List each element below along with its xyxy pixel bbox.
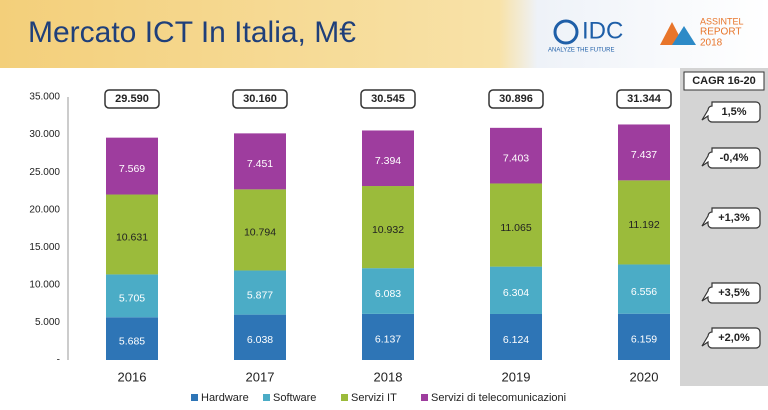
data-label: 5.705 <box>119 293 145 305</box>
cagr-callout <box>701 327 761 349</box>
x-tick-label: 2020 <box>630 369 659 384</box>
bar-segment <box>362 186 414 269</box>
idc-tagline: ANALYZE THE FUTURE <box>548 48 614 54</box>
cagr-callout <box>701 282 761 304</box>
bar-segment <box>362 268 414 314</box>
cagr-label: +3,5% <box>718 287 750 299</box>
page-title: Mercato ICT In Italia, M€ <box>28 16 356 49</box>
data-label: 11.192 <box>628 219 659 231</box>
legend-swatch <box>263 394 270 401</box>
y-tick-label: 10.000 <box>29 279 60 290</box>
data-label: 6.159 <box>631 334 657 346</box>
legend-swatch <box>421 394 428 401</box>
cagr-label: +1,3% <box>718 212 750 224</box>
x-tick-label: 2017 <box>246 369 275 384</box>
bar-segment <box>490 313 542 360</box>
cagr-label: +2,0% <box>718 332 750 344</box>
data-label: 5.877 <box>247 289 273 301</box>
assintel-logo-mark <box>672 26 696 45</box>
cagr-callout <box>701 147 761 169</box>
idc-logo: IDC <box>582 17 623 44</box>
data-label: 6.137 <box>375 334 401 346</box>
data-label: 7.437 <box>631 149 657 161</box>
data-label: 6.083 <box>375 288 401 300</box>
bar-segment <box>106 317 158 360</box>
legend-label: Servizi di telecomunicazioni <box>431 392 566 404</box>
data-label: 11.065 <box>500 222 531 234</box>
cagr-title: CAGR 16-20 <box>692 75 756 87</box>
total-label: 30.160 <box>243 93 277 105</box>
y-tick-label: 5.000 <box>35 317 60 328</box>
cagr-callout <box>701 207 761 229</box>
data-label: 7.451 <box>247 158 273 170</box>
x-tick-label: 2018 <box>374 369 403 384</box>
data-label: 6.124 <box>503 334 529 346</box>
data-label: 10.794 <box>244 227 276 239</box>
y-tick-label: 25.000 <box>29 167 60 178</box>
bar-segment <box>234 314 286 360</box>
bar-segment <box>106 274 158 318</box>
total-box <box>232 89 288 109</box>
legend-swatch <box>341 394 348 401</box>
bar-segment <box>618 180 670 265</box>
data-label: 10.631 <box>116 231 148 243</box>
x-tick-label: 2019 <box>502 369 531 384</box>
data-label: 7.403 <box>503 152 529 164</box>
data-label: 6.304 <box>503 287 529 299</box>
header-band <box>0 0 768 68</box>
y-tick-label: 35.000 <box>29 92 60 103</box>
bar-segment <box>490 266 542 314</box>
y-tick-label: 20.000 <box>29 204 60 215</box>
total-label: 30.896 <box>499 93 533 105</box>
total-label: 29.590 <box>115 93 149 105</box>
bar-segment <box>234 189 286 271</box>
cagr-label: -0,4% <box>720 152 749 164</box>
data-label: 7.394 <box>375 155 401 167</box>
total-box <box>104 89 160 109</box>
cagr-label: 1,5% <box>721 106 746 118</box>
y-tick-label: 15.000 <box>29 242 60 253</box>
bar-segment <box>106 194 158 275</box>
data-label: 6.556 <box>631 286 657 298</box>
data-label: 5.685 <box>119 335 145 347</box>
bar-segment <box>490 183 542 267</box>
total-box <box>360 89 416 109</box>
data-label: 10.932 <box>372 224 404 236</box>
legend-swatch <box>191 394 198 401</box>
total-box <box>616 89 672 109</box>
bar-segment <box>618 264 670 314</box>
assintel-logo: 2018 <box>700 38 723 49</box>
idc-logo-mark <box>553 19 579 45</box>
legend-label: Software <box>273 392 316 404</box>
total-box <box>488 89 544 109</box>
cagr-title-box <box>683 71 765 91</box>
bar-segment <box>234 133 286 190</box>
y-tick-label: - <box>57 355 60 366</box>
data-label: 7.569 <box>119 163 145 175</box>
legend-label: Servizi IT <box>351 392 397 404</box>
assintel-logo: REPORT <box>700 27 742 38</box>
bar-segment <box>490 127 542 184</box>
total-label: 31.344 <box>627 93 662 105</box>
cagr-callout <box>701 101 761 123</box>
bar-segment <box>234 270 286 315</box>
bar-segment <box>618 124 670 181</box>
legend-label: Hardware <box>201 392 249 404</box>
assintel-logo: ASSINTEL <box>700 16 744 26</box>
bar-segment <box>362 130 414 187</box>
data-label: 6.038 <box>247 334 273 346</box>
bar-segment <box>362 313 414 360</box>
x-tick-label: 2016 <box>118 369 147 384</box>
total-label: 30.545 <box>371 93 405 105</box>
y-tick-label: 30.000 <box>29 129 60 140</box>
bar-segment <box>618 313 670 360</box>
bar-segment <box>106 137 158 195</box>
